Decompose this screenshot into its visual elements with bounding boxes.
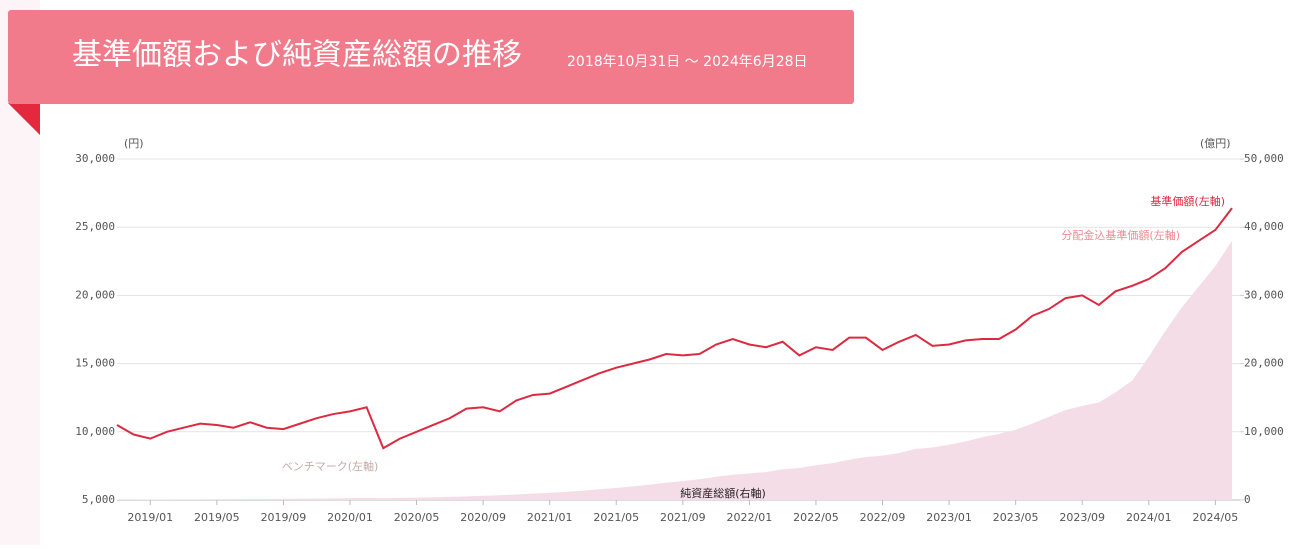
y-axis-unit: (円) xyxy=(124,137,144,150)
x-tick-label: 2022/05 xyxy=(793,511,839,524)
y-tick-label: 20,000 xyxy=(75,288,115,301)
x-tick-label: 2021/01 xyxy=(527,511,573,524)
y-tick-label: 30,000 xyxy=(75,152,115,165)
y2-axis-unit: (億円) xyxy=(1200,137,1231,150)
x-tick-label: 2021/09 xyxy=(660,511,706,524)
x-tick-label: 2020/09 xyxy=(460,511,506,524)
x-tick-label: 2021/05 xyxy=(593,511,639,524)
x-tick-label: 2022/09 xyxy=(860,511,906,524)
annotation: 分配金込基準価額(左軸) xyxy=(1061,228,1180,242)
x-tick-label: 2023/05 xyxy=(993,511,1039,524)
y-tick-label: 10,000 xyxy=(75,425,115,438)
x-tick-label: 2023/01 xyxy=(926,511,972,524)
y-tick-label: 15,000 xyxy=(75,357,115,370)
title-banner xyxy=(8,10,854,104)
x-tick-label: 2020/05 xyxy=(394,511,440,524)
x-tick-label: 2020/01 xyxy=(327,511,373,524)
y2-tick-label: 10,000 xyxy=(1244,425,1284,438)
chart-title: 基準価額および純資産総額の推移 xyxy=(72,38,522,73)
y2-tick-label: 0 xyxy=(1244,493,1251,506)
y-tick-label: 5,000 xyxy=(82,493,115,506)
series-label: 純資産総額(右軸) xyxy=(680,486,766,500)
x-tick-label: 2023/09 xyxy=(1059,511,1105,524)
series-label: 基準価額(左軸) xyxy=(1150,194,1225,208)
y2-tick-label: 40,000 xyxy=(1244,220,1284,233)
y2-tick-label: 30,000 xyxy=(1244,288,1284,301)
x-tick-label: 2019/01 xyxy=(127,511,173,524)
area xyxy=(117,240,1232,500)
x-tick-label: 2019/09 xyxy=(261,511,307,524)
line xyxy=(116,207,1233,450)
x-tick-label: 2022/01 xyxy=(727,511,773,524)
x-tick-label: 2024/01 xyxy=(1126,511,1172,524)
y-tick-label: 25,000 xyxy=(75,220,115,233)
x-tick-label: 2019/05 xyxy=(194,511,240,524)
x-tick-label: 2024/05 xyxy=(1193,511,1239,524)
annotation: ベンチマーク(左軸) xyxy=(282,459,379,473)
y2-tick-label: 20,000 xyxy=(1244,357,1284,370)
banner-corner xyxy=(8,103,40,135)
y2-tick-label: 50,000 xyxy=(1244,152,1284,165)
chart-subtitle: 2018年10月31日 ～ 2024年6月28日 xyxy=(567,54,808,70)
